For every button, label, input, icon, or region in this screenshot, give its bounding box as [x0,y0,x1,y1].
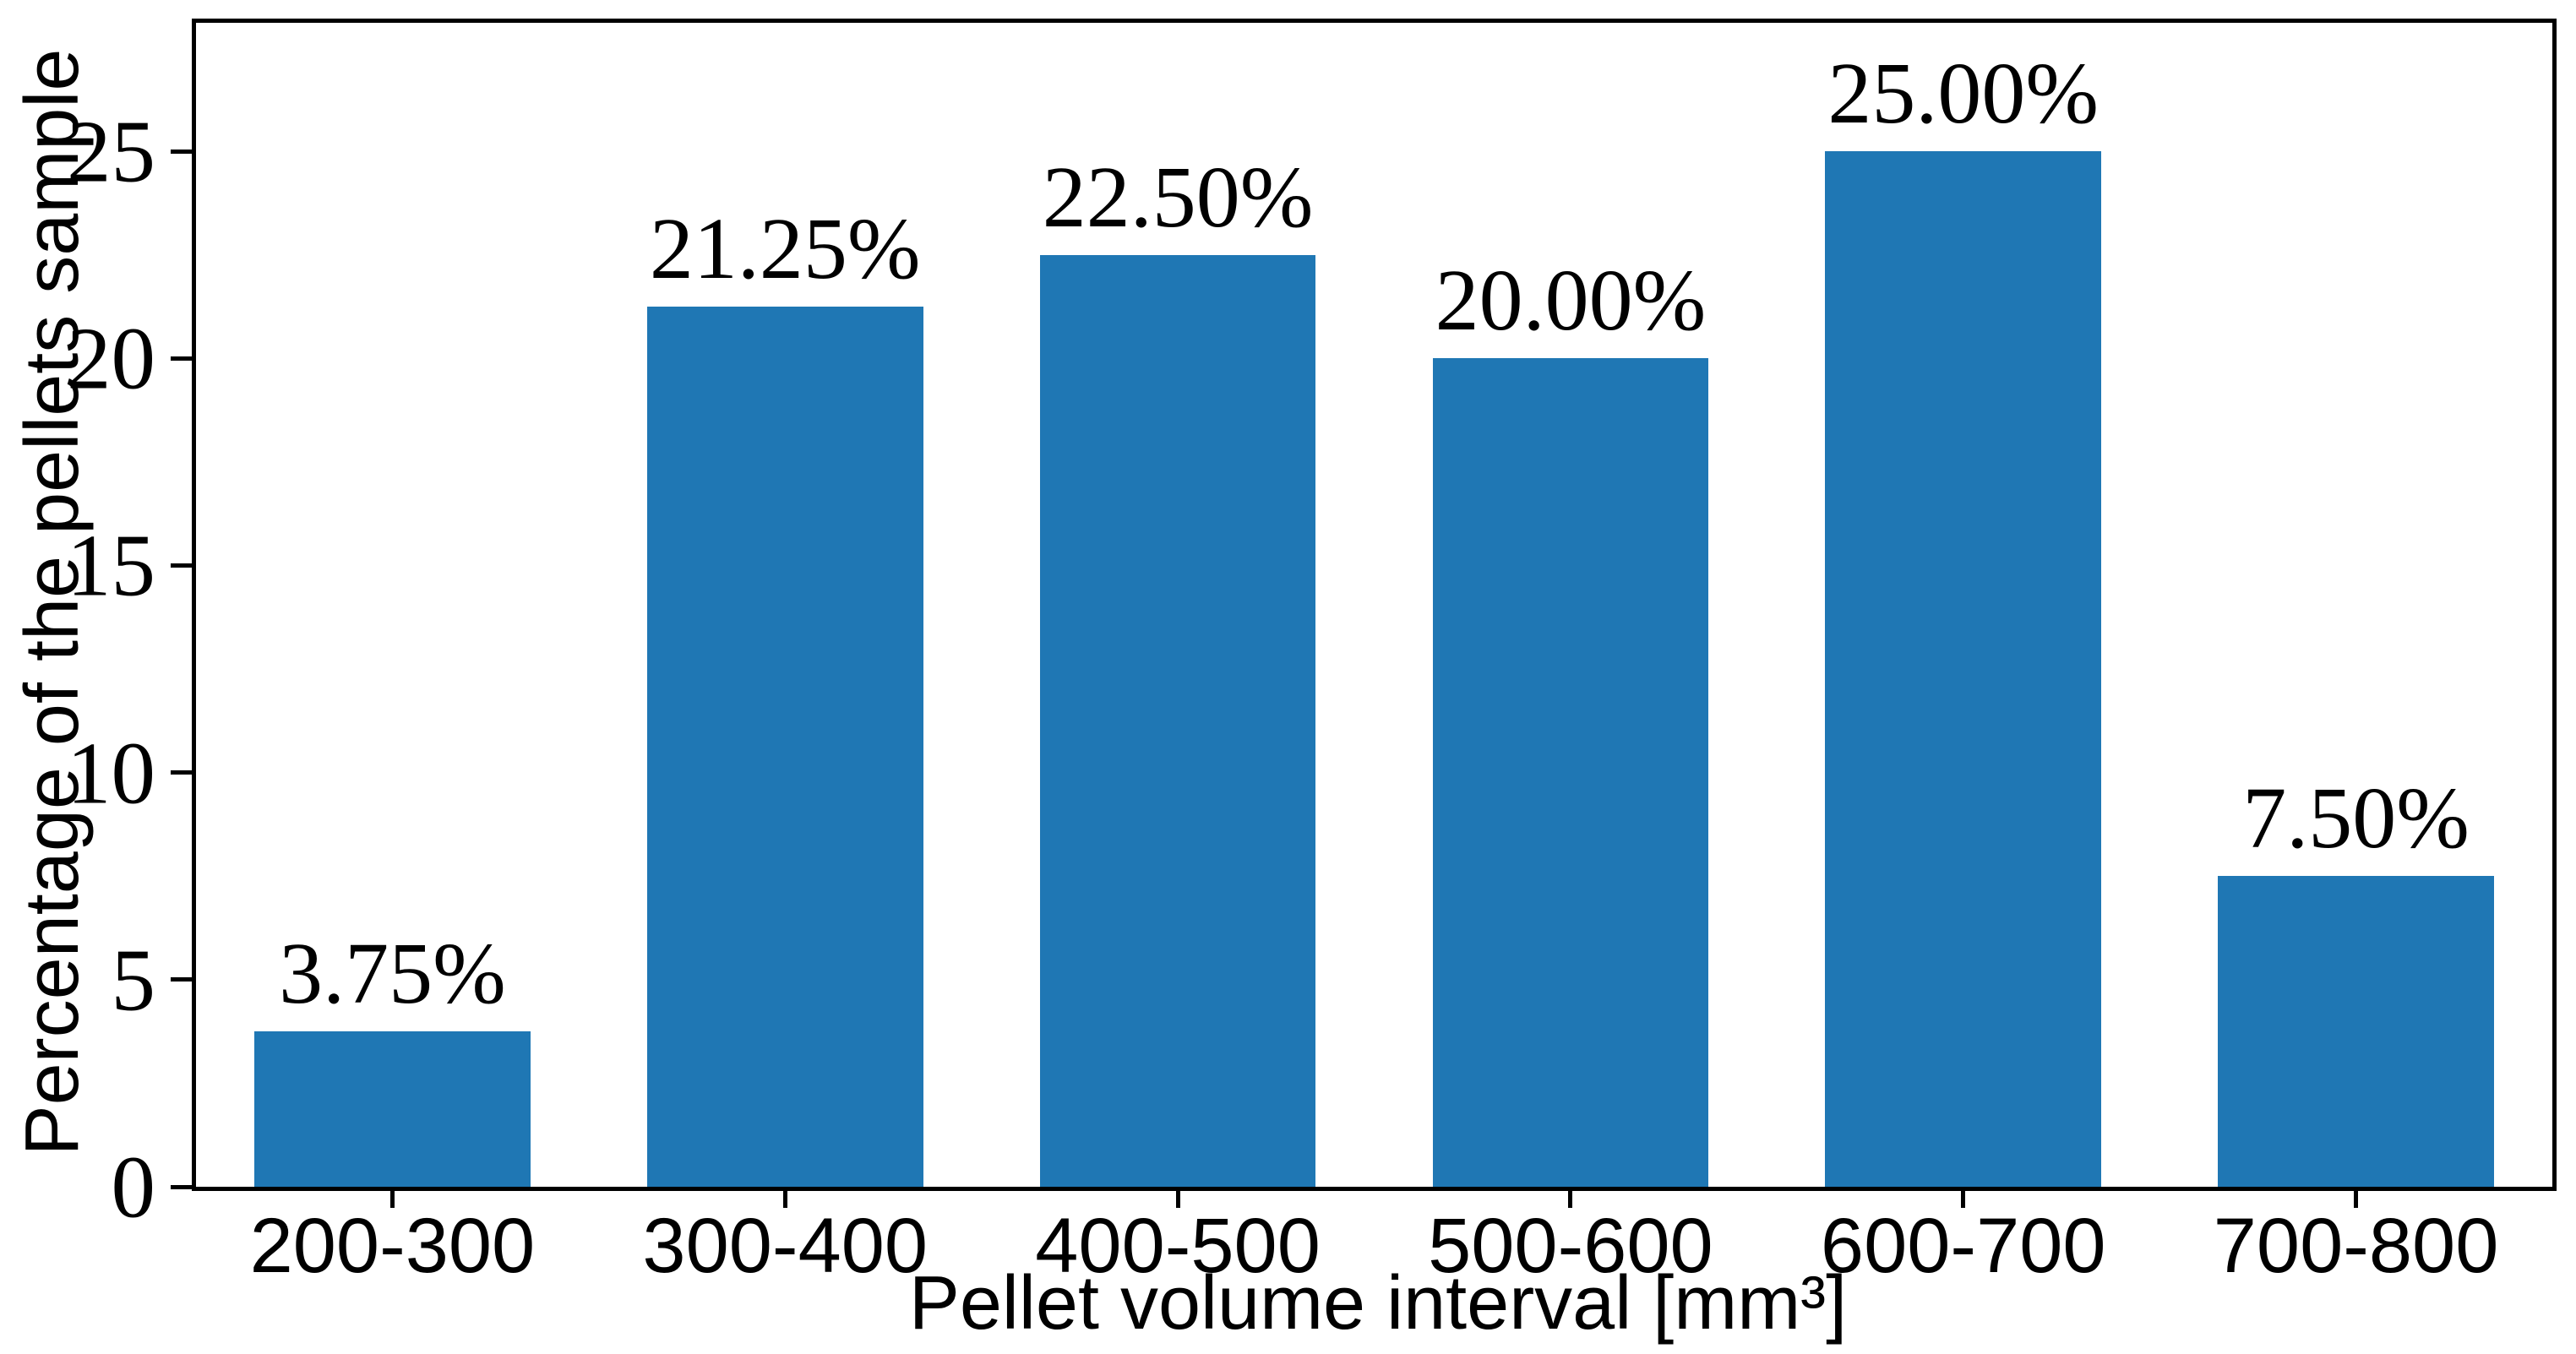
x-tick-label: 600-700 [1820,1203,2106,1289]
bar [1432,358,1709,1187]
x-tick-label: 500-600 [1428,1203,1713,1289]
x-tick-mark [2354,1191,2359,1208]
x-tick-label: 200-300 [249,1203,536,1289]
bar [2218,876,2494,1187]
bar-value-label: 3.75% [279,925,506,1023]
bar-value-label: 20.00% [1435,252,1707,350]
y-tick-label: 0 [111,1137,156,1237]
bar-value-label: 21.25% [649,199,921,297]
y-tick-mark [171,977,192,982]
y-tick-label: 20 [67,308,155,408]
bar [254,1031,531,1187]
x-tick-label: 400-500 [1035,1203,1321,1289]
bar-value-label: 22.50% [1042,148,1314,246]
bar [646,306,923,1187]
y-tick-label: 10 [67,723,155,823]
bar [1039,254,1316,1187]
bar [1825,151,2102,1187]
x-axis-label: Pellet volume interval [mm³] [908,1261,1848,1346]
y-tick-label: 5 [111,930,156,1030]
y-tick-mark [171,1184,192,1189]
x-tick-mark [1961,1191,1966,1208]
x-tick-mark [782,1191,787,1208]
plot-area: 3.75% 200-300 21.25% 300-400 22.50% 400-500 20… [67,19,2557,1285]
x-tick-mark [1568,1191,1573,1208]
plot-inner: 3.75% 200-300 21.25% 300-400 22.50% 400-500 20… [67,23,2552,1285]
bar-value-label: 7.50% [2242,769,2470,867]
y-tick-label: 15 [67,515,155,615]
y-tick-mark [171,356,192,361]
y-tick-mark [171,770,192,775]
y-tick-mark [171,149,192,154]
y-tick-mark [171,563,192,568]
x-tick-mark [389,1191,395,1208]
y-tick-label: 25 [67,101,155,201]
x-tick-label: 700-800 [2213,1203,2499,1289]
bar-value-label: 25.00% [1827,45,2099,143]
x-tick-mark [1175,1191,1180,1208]
x-tick-label: 300-400 [642,1203,929,1289]
